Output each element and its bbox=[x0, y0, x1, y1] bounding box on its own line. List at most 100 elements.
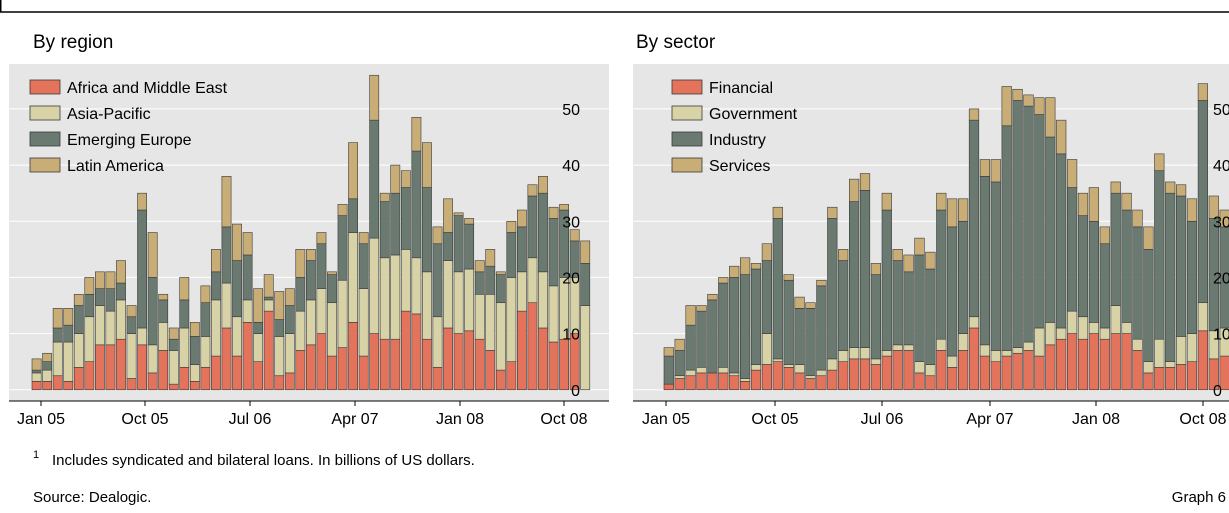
x-tick-label: Jul 06 bbox=[229, 411, 272, 428]
bar-segment bbox=[881, 209, 892, 351]
bar-segment bbox=[52, 375, 63, 391]
bar-segment bbox=[870, 263, 881, 275]
bar-segment bbox=[348, 322, 358, 391]
y-tick-label: 40 bbox=[562, 158, 580, 175]
bar-segment bbox=[1176, 195, 1187, 337]
bar-segment bbox=[31, 369, 42, 374]
bar-segment bbox=[527, 184, 538, 197]
bar-segment bbox=[783, 279, 794, 365]
bar-segment bbox=[772, 358, 783, 362]
bar-segment bbox=[211, 271, 221, 301]
bar-segment bbox=[168, 327, 179, 340]
bar-segment bbox=[859, 173, 871, 191]
bar-segment bbox=[1099, 338, 1110, 391]
bar-segment bbox=[189, 322, 200, 337]
bar-segment bbox=[739, 257, 751, 275]
bar-segment bbox=[559, 338, 569, 391]
bar-segment bbox=[242, 322, 253, 391]
bar-segment bbox=[379, 338, 390, 391]
bar-segment bbox=[327, 302, 337, 357]
bar-segment bbox=[506, 361, 517, 391]
legend-swatch bbox=[29, 131, 61, 147]
bar-segment bbox=[580, 240, 591, 264]
bar-segment bbox=[838, 350, 849, 362]
bar-segment bbox=[42, 369, 53, 382]
bar-segment bbox=[116, 299, 126, 340]
bar-segment bbox=[848, 347, 860, 360]
bar-segment bbox=[1165, 366, 1176, 391]
bar-segment bbox=[990, 361, 1001, 391]
legend: Africa and Middle East Asia-Pacific Emergi… bbox=[29, 79, 228, 175]
bar-segment bbox=[1012, 352, 1023, 391]
bar-segment bbox=[968, 119, 980, 318]
bar-segment bbox=[1143, 372, 1154, 391]
bar-segment bbox=[1067, 187, 1078, 312]
legend-label: Latin America bbox=[67, 158, 164, 175]
bar-segment bbox=[147, 372, 158, 391]
bar-segment bbox=[211, 299, 221, 357]
bar-segment bbox=[379, 257, 390, 340]
bar-segment bbox=[914, 254, 925, 362]
bar-segment bbox=[369, 237, 380, 334]
bar-segment bbox=[990, 181, 1001, 351]
bar-segment bbox=[761, 333, 772, 365]
bar-segment bbox=[838, 249, 849, 261]
chart-by-region: By region 0 10 20 30 40 50 Jan 05 Oct 05 Jul 06… bbox=[9, 32, 609, 428]
bar-segment bbox=[783, 364, 794, 368]
bar-segment bbox=[925, 268, 936, 365]
bar-segment bbox=[158, 293, 169, 301]
bar-segment bbox=[126, 316, 137, 334]
bar-segment bbox=[859, 190, 871, 348]
bar-segment bbox=[474, 293, 485, 340]
bar-segment bbox=[925, 375, 936, 391]
bar-segment bbox=[337, 204, 348, 216]
bar-segment bbox=[1197, 302, 1208, 332]
bar-segment bbox=[527, 257, 538, 304]
legend-label: Africa and Middle East bbox=[67, 80, 228, 97]
bar-segment bbox=[242, 254, 253, 301]
bar-segment bbox=[1034, 327, 1045, 357]
bar-segment bbox=[538, 176, 548, 194]
bar-segment bbox=[464, 218, 475, 225]
bar-segment bbox=[794, 296, 805, 309]
bar-segment bbox=[168, 338, 179, 351]
bar-segment bbox=[390, 164, 401, 194]
bar-segment bbox=[116, 282, 126, 301]
bar-segment bbox=[783, 366, 794, 391]
bar-segment bbox=[453, 333, 464, 391]
bar-segment bbox=[1045, 322, 1056, 346]
bar-segment bbox=[369, 119, 380, 239]
bar-segment bbox=[168, 350, 179, 385]
bar-segment bbox=[400, 187, 411, 250]
bar-segment bbox=[892, 350, 903, 391]
bar-segment bbox=[485, 350, 496, 391]
bar-segment bbox=[432, 366, 443, 391]
bar-segment bbox=[947, 366, 958, 391]
bar-segment bbox=[718, 277, 729, 284]
bar-segment bbox=[1067, 333, 1078, 391]
bar-segment bbox=[253, 361, 264, 391]
bar-segment bbox=[548, 285, 559, 343]
bar-segment bbox=[881, 355, 892, 391]
bar-segment bbox=[453, 215, 464, 273]
bar-segment bbox=[1034, 114, 1045, 329]
bar-segment bbox=[305, 260, 316, 301]
bar-stack-group bbox=[31, 74, 591, 391]
bar-segment bbox=[968, 316, 980, 329]
bar-segment bbox=[105, 310, 116, 346]
legend-swatch bbox=[671, 79, 703, 95]
bar-segment bbox=[685, 369, 696, 377]
bar-segment bbox=[1001, 355, 1012, 391]
bar-segment bbox=[979, 355, 990, 391]
bar-segment bbox=[422, 142, 432, 188]
x-tick-label: Jan 08 bbox=[1072, 411, 1120, 428]
bar-segment bbox=[464, 330, 475, 391]
bar-segment bbox=[211, 355, 221, 391]
bar-segment bbox=[1088, 322, 1099, 334]
bar-segment bbox=[52, 341, 63, 377]
bar-segment bbox=[914, 372, 925, 391]
bar-segment bbox=[84, 361, 95, 391]
bar-segment bbox=[772, 206, 783, 219]
bar-segment bbox=[1110, 305, 1121, 334]
bar-segment bbox=[1012, 88, 1023, 101]
